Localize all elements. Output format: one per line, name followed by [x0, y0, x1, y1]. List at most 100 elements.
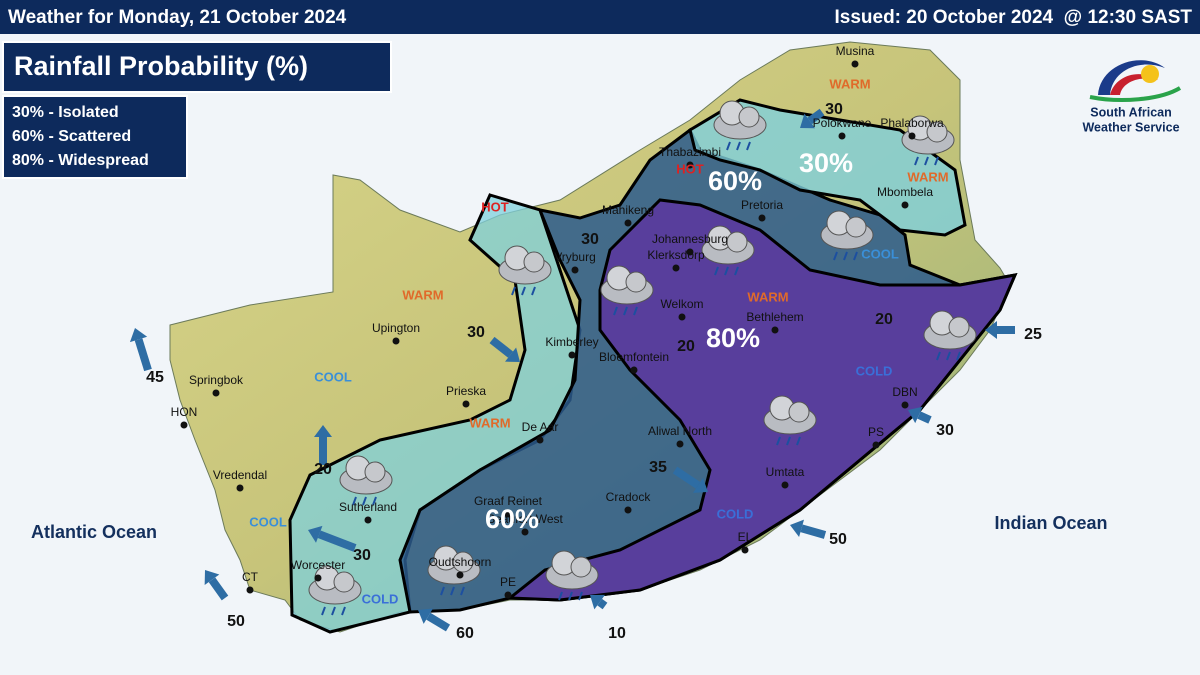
legend-box: [2, 95, 188, 179]
logo-swoosh: [1098, 60, 1165, 95]
rain-drop: [924, 156, 929, 166]
city-dot: [236, 484, 244, 492]
rain-drop: [776, 436, 781, 446]
wind-speed: 30: [825, 101, 843, 118]
rain-drop: [613, 306, 618, 316]
city-dot: [838, 132, 846, 140]
city-label: Vryburg: [554, 250, 596, 264]
city-label: Kimberley: [545, 335, 598, 349]
rain-drop: [633, 306, 638, 316]
zone-label: 30%: [799, 148, 853, 178]
rain-drop: [736, 141, 741, 151]
temperature-label: 20: [877, 311, 891, 326]
zone-label: 60%: [708, 166, 762, 196]
temperature-label: WARM: [907, 169, 948, 184]
rain-drop: [341, 606, 346, 616]
rain-drop: [914, 156, 919, 166]
legend-item: 30% - Isolated: [12, 104, 119, 121]
city-label: DBN: [892, 385, 917, 399]
ocean-label: Atlantic Ocean: [31, 522, 157, 542]
city-label: Springbok: [189, 373, 244, 387]
cloud: [625, 271, 647, 293]
city-label: CT: [242, 570, 259, 584]
logo-swoosh: [1110, 74, 1158, 95]
rain-drop: [331, 606, 336, 616]
temperature-label: COLD: [717, 506, 754, 521]
rain-drop: [843, 251, 848, 261]
cloud: [333, 571, 355, 593]
city-label: Bloemfontein: [599, 350, 669, 364]
city-dot: [364, 516, 372, 524]
city-dot: [672, 264, 680, 272]
city-label: Klerksdorp: [647, 248, 705, 262]
city-dot: [521, 528, 529, 536]
rain-drop: [450, 586, 455, 596]
wind-speed: 25: [1024, 326, 1042, 343]
temperature-label: WARM: [402, 287, 443, 302]
wind-arrows: [129, 108, 1015, 632]
city-dot: [781, 481, 789, 489]
wind-arrow-head: [129, 328, 148, 343]
temperature-label: COOL: [249, 514, 287, 529]
rain-drop: [956, 351, 961, 361]
rain-drop: [726, 141, 731, 151]
logo-swoosh: [1089, 86, 1182, 102]
wind-arrow-head: [985, 321, 997, 339]
temperature-label: HOT: [481, 199, 509, 214]
city-dot: [901, 201, 909, 209]
wind-speed: 30: [581, 231, 599, 248]
rain-drop: [936, 351, 941, 361]
wind-speed: 10: [608, 625, 626, 642]
wind-arrow-head: [505, 347, 520, 362]
wind-arrow-shaft: [317, 530, 357, 552]
wind-arrow-shaft: [426, 612, 451, 632]
rain-drop: [511, 286, 516, 296]
city-label: PS: [868, 425, 884, 439]
city-label: Mahikeng: [602, 203, 654, 217]
temperature-label: WARM: [747, 289, 788, 304]
rain-drop: [796, 436, 801, 446]
city-label: Thabazimbi: [659, 145, 721, 159]
city-label: Worcester: [291, 558, 345, 572]
city-dot: [741, 546, 749, 554]
city-dot: [456, 571, 464, 579]
wind-speed: 35: [649, 459, 667, 476]
title: Rainfall Probability (%): [14, 51, 308, 81]
legend-item: 60% - Scattered: [12, 128, 131, 145]
rain-drop: [714, 266, 719, 276]
wind-arrow-shaft: [208, 577, 229, 601]
wind-speed: 50: [829, 531, 847, 548]
city-dot: [314, 574, 322, 582]
rain-drop: [786, 436, 791, 446]
wind-arrow-shaft: [134, 338, 152, 372]
city-label: De Aar: [522, 420, 559, 434]
city-label: Upington: [372, 321, 420, 335]
wind-arrow-head: [314, 425, 332, 437]
cloud: [452, 551, 474, 573]
logo-text: Weather Service: [1082, 120, 1179, 134]
city-dot: [771, 326, 779, 334]
wind-speed: 30: [353, 547, 371, 564]
cloud: [523, 251, 545, 273]
city-label: Oudtshoorn: [429, 555, 492, 569]
wind-speed: 50: [227, 613, 245, 630]
rain-drop: [746, 141, 751, 151]
rain-drop: [568, 591, 573, 601]
city-label: Graaf Reinet: [474, 494, 543, 508]
city-label: Beaufort West: [487, 512, 563, 526]
logo-sun: [1141, 65, 1159, 83]
city-dot: [872, 441, 880, 449]
city-label: Pretoria: [741, 198, 783, 212]
city-dot: [851, 60, 859, 68]
city-dot: [536, 436, 544, 444]
wind-speed: 60: [456, 625, 474, 642]
city-dot: [676, 440, 684, 448]
wind-arrow-shaft: [489, 336, 514, 358]
city-label: Mbombela: [877, 185, 933, 199]
city-dot: [630, 366, 638, 374]
city-dot: [686, 248, 694, 256]
rain-drop: [724, 266, 729, 276]
city-dot: [758, 214, 766, 222]
city-dot: [908, 132, 916, 140]
